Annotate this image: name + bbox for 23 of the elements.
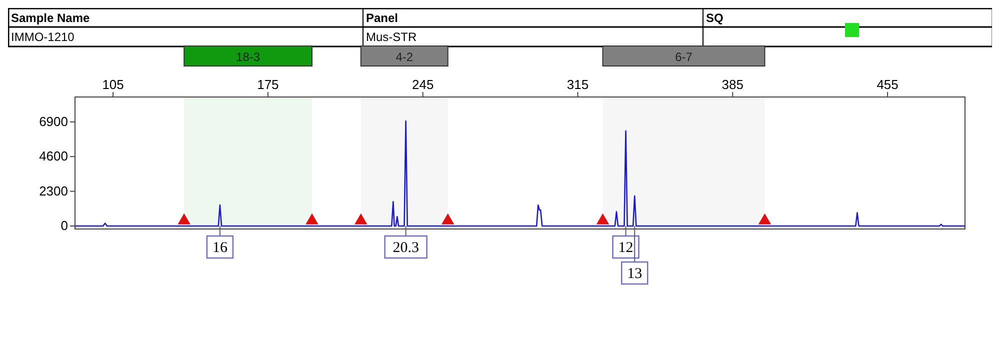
x-tick-label: 175 [257, 77, 279, 92]
text: SQ [706, 11, 724, 25]
band-label: 6-7 [675, 50, 693, 64]
x-tick-label: 455 [876, 77, 898, 92]
text: Sample Name [11, 11, 90, 25]
annotation: 20.3 [392, 240, 419, 256]
x-tick-label: 385 [722, 77, 744, 92]
y-tick-label: 0 [60, 218, 68, 233]
annotation: 16 [212, 240, 228, 256]
band-label: 4-2 [396, 50, 414, 64]
y-tick-label: 2300 [39, 183, 68, 198]
x-tick-label: 315 [566, 77, 589, 92]
annotation: 13 [627, 266, 642, 282]
line-series [75, 120, 965, 227]
text: Mus-STR [366, 30, 417, 44]
x-tick-label: 245 [412, 77, 434, 92]
text: IMMO-1210 [11, 30, 75, 44]
y-tick-label: 4600 [39, 148, 68, 164]
band-label: 18-3 [236, 50, 260, 64]
annotation: 12 [618, 240, 634, 256]
y-tick-label: 6900 [39, 114, 68, 129]
text: Panel [366, 11, 398, 25]
x-tick-label: 105 [102, 77, 124, 92]
